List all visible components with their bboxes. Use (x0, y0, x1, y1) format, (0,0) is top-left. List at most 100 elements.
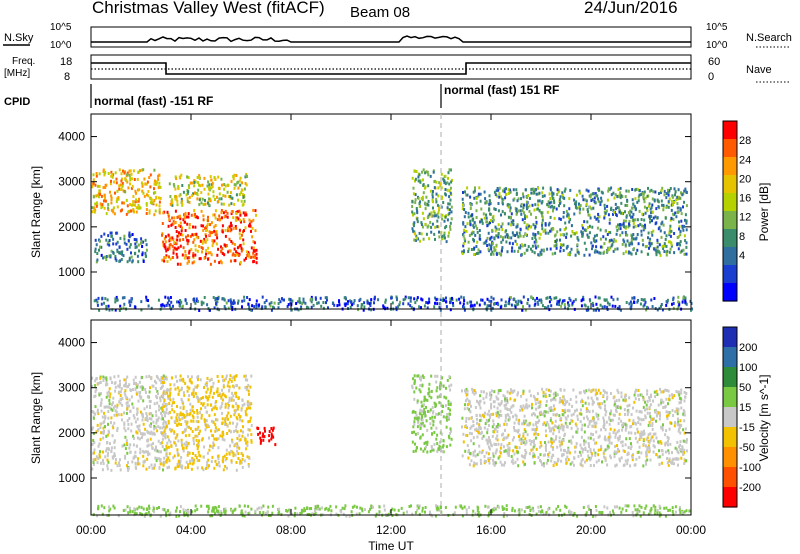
data-cell (153, 182, 156, 186)
data-cell (113, 375, 116, 379)
data-cell (551, 397, 554, 401)
data-cell (528, 389, 531, 393)
data-cell (345, 302, 348, 306)
data-cell (120, 387, 123, 391)
data-cell (546, 247, 549, 251)
data-cell (551, 408, 553, 412)
data-cell (325, 296, 328, 300)
data-cell (484, 197, 487, 201)
data-cell (227, 406, 230, 410)
data-cell (176, 255, 179, 259)
data-cell (158, 457, 161, 461)
data-cell (407, 302, 410, 306)
data-cell (630, 431, 633, 435)
data-cell (197, 399, 200, 403)
data-cell (575, 395, 578, 399)
data-cell (263, 301, 266, 305)
data-cell (190, 181, 193, 185)
data-cell (146, 414, 148, 418)
data-cell (668, 197, 671, 201)
data-cell (126, 407, 129, 411)
data-cell (163, 304, 166, 308)
data-cell (246, 444, 249, 447)
data-cell (349, 299, 352, 303)
data-cell (244, 213, 247, 217)
data-cell (220, 261, 223, 265)
data-cell (251, 235, 254, 239)
data-cell (419, 384, 422, 387)
data-cell (552, 392, 555, 396)
data-cell (166, 441, 169, 445)
data-cell (301, 302, 304, 306)
data-cell (184, 298, 187, 302)
data-cell (556, 302, 558, 306)
data-cell (591, 225, 594, 229)
data-cell (427, 301, 429, 305)
data-cell (681, 446, 684, 450)
data-cell (657, 205, 660, 209)
data-cell (514, 305, 517, 309)
data-cell (413, 230, 416, 234)
data-cell (594, 192, 597, 196)
data-cell (132, 443, 135, 447)
data-cell (632, 212, 635, 216)
data-cell (413, 169, 416, 173)
freq-label-1: Freq. (12, 56, 35, 67)
data-cell (462, 302, 465, 306)
data-cell (142, 240, 145, 244)
data-cell (469, 195, 472, 199)
data-cell (153, 466, 155, 470)
data-cell (239, 183, 242, 187)
data-cell (429, 220, 432, 224)
data-cell (477, 251, 480, 255)
data-cell (614, 304, 617, 308)
data-cell (419, 447, 422, 451)
data-cell (414, 449, 417, 453)
data-cell (130, 395, 133, 399)
data-cell (230, 259, 232, 263)
data-cell (559, 217, 562, 221)
data-cell (487, 436, 490, 439)
data-cell (621, 242, 624, 246)
data-cell (414, 198, 417, 202)
data-cell (246, 455, 249, 459)
data-cell (93, 395, 96, 399)
data-cell (252, 260, 255, 264)
data-cell (497, 209, 500, 213)
data-cell (651, 233, 654, 237)
data-cell (538, 298, 541, 302)
data-cell (145, 212, 148, 215)
data-cell (226, 384, 229, 388)
data-cell (420, 411, 422, 415)
data-cell (624, 203, 627, 207)
data-cell (246, 254, 249, 257)
data-cell (145, 248, 148, 252)
data-cell (249, 224, 252, 228)
data-cell (247, 463, 250, 466)
data-cell (202, 214, 205, 218)
data-cell (483, 216, 486, 220)
data-cell (163, 243, 166, 247)
data-cell (592, 448, 595, 452)
data-cell (542, 186, 545, 190)
data-cell (109, 182, 112, 186)
data-cell (425, 170, 428, 174)
data-cell (212, 213, 215, 217)
data-cell (137, 459, 140, 463)
data-cell (223, 454, 226, 458)
data-cell (244, 182, 247, 185)
data-cell (145, 417, 148, 421)
data-cell (131, 259, 134, 263)
data-cell (504, 192, 507, 196)
data-cell (483, 413, 486, 417)
data-cell (196, 427, 199, 431)
data-cell (248, 392, 250, 396)
data-cell (585, 389, 588, 393)
data-cell (181, 201, 184, 205)
power-colorbar-label: Power [dB] (757, 183, 771, 242)
data-cell (126, 173, 129, 177)
data-cell (411, 410, 414, 414)
data-cell (412, 229, 415, 233)
data-cell (416, 217, 419, 221)
data-cell (532, 191, 535, 195)
